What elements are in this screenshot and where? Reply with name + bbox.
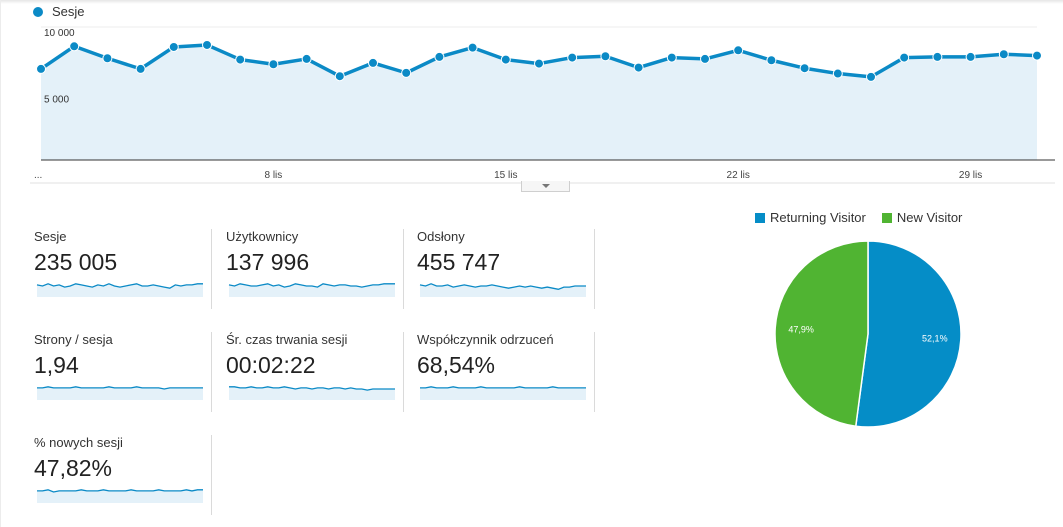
metric-label: Sesje xyxy=(34,229,67,244)
metric-sparkline xyxy=(36,283,203,297)
pie-legend-label: Returning Visitor xyxy=(770,210,866,225)
data-point[interactable] xyxy=(666,52,677,63)
data-point[interactable] xyxy=(766,55,777,66)
x-tick-label: ... xyxy=(34,170,42,181)
metric-value: 1,94 xyxy=(34,352,79,378)
metric-card-pageviews[interactable]: Odsłony 455 747 xyxy=(417,229,595,309)
metric-sparkline xyxy=(228,283,395,297)
data-point[interactable] xyxy=(965,51,976,62)
metric-value: 235 005 xyxy=(34,249,118,275)
metric-sparkline xyxy=(229,386,395,400)
metric-sparkline xyxy=(37,489,203,503)
metric-label: % nowych sesji xyxy=(34,435,123,450)
sparkline-line xyxy=(36,283,203,289)
pie-slice-label: 52,1% xyxy=(922,333,948,343)
y-tick-label: 5 000 xyxy=(44,95,69,106)
pie-legend-new[interactable]: New Visitor xyxy=(881,210,963,225)
pie-slice-new[interactable] xyxy=(774,240,869,428)
data-point[interactable] xyxy=(434,51,445,62)
data-point[interactable] xyxy=(832,68,843,79)
data-point[interactable] xyxy=(368,57,378,68)
metric-value: 47,82% xyxy=(34,455,113,481)
data-point[interactable] xyxy=(866,71,876,82)
y-tick-label: 10 000 xyxy=(44,28,75,39)
data-point[interactable] xyxy=(301,53,312,64)
sparkline-area xyxy=(420,283,586,297)
sparkline-line xyxy=(420,386,586,389)
sparkline-area xyxy=(37,489,203,503)
metric-sparkline xyxy=(419,283,586,297)
data-point[interactable] xyxy=(1032,50,1042,61)
pie-slice-label: 47,9% xyxy=(788,325,814,335)
data-point[interactable] xyxy=(69,41,80,52)
data-point[interactable] xyxy=(500,54,511,65)
x-tick-label: 29 lis xyxy=(959,170,982,181)
line-chart-legend[interactable]: Sesje xyxy=(33,4,85,19)
data-point[interactable] xyxy=(135,63,146,74)
top-shadow xyxy=(0,0,1063,4)
data-point[interactable] xyxy=(102,53,113,64)
data-point[interactable] xyxy=(899,52,910,63)
data-point[interactable] xyxy=(268,59,279,70)
pie-legend: Returning Visitor New Visitor xyxy=(755,210,962,225)
metric-card-avg-session-duration[interactable]: Śr. czas trwania sesji 00:02:22 xyxy=(226,332,404,412)
metric-label: Współczynnik odrzuceń xyxy=(417,332,554,347)
series-legend-label: Sesje xyxy=(52,4,85,19)
metric-card-new-sessions[interactable]: % nowych sesji 47,82% xyxy=(34,435,212,515)
data-point[interactable] xyxy=(700,53,710,64)
pie-legend-returning[interactable]: Returning Visitor xyxy=(755,210,866,225)
data-point[interactable] xyxy=(733,45,744,56)
metric-value: 68,54% xyxy=(417,352,496,378)
sparkline-area xyxy=(420,386,586,400)
sparkline-area xyxy=(229,386,395,400)
metric-sparkline xyxy=(420,386,586,400)
metric-card-users[interactable]: Użytkownicy 137 996 xyxy=(226,229,404,309)
data-point[interactable] xyxy=(467,42,478,53)
metric-card-bounce-rate[interactable]: Współczynnik odrzuceń 68,54% xyxy=(417,332,595,412)
metric-sparkline xyxy=(37,386,203,400)
metric-label: Użytkownicy xyxy=(226,229,299,244)
data-point[interactable] xyxy=(168,41,179,52)
series-area xyxy=(41,44,1037,160)
data-point[interactable] xyxy=(600,51,611,62)
x-tick-label: 22 lis xyxy=(727,170,750,181)
returning-color-swatch xyxy=(755,212,765,223)
pie-slice-returning[interactable] xyxy=(854,240,962,428)
sparkline-line xyxy=(228,283,395,288)
sessions-line-chart[interactable]: 10 000 5 000... 8 lis 15 lis 22 lis 29 lis xyxy=(0,0,1063,185)
sparkline-line xyxy=(37,386,203,390)
data-point[interactable] xyxy=(932,51,943,62)
data-point[interactable] xyxy=(534,58,544,69)
visitor-type-pie-chart[interactable]: 52,1% 47,9% xyxy=(770,238,966,434)
data-point[interactable] xyxy=(334,71,345,82)
metric-label: Śr. czas trwania sesji xyxy=(226,332,348,347)
sparkline-area xyxy=(37,386,203,400)
metric-card-sessions[interactable]: Sesje 235 005 xyxy=(34,229,212,309)
data-point[interactable] xyxy=(401,67,412,78)
data-point[interactable] xyxy=(235,54,246,65)
x-tick-label: 15 lis xyxy=(494,170,517,181)
left-border xyxy=(0,0,1,527)
data-point[interactable] xyxy=(36,63,46,74)
new-color-swatch xyxy=(881,212,892,223)
sparkline-line xyxy=(37,489,203,493)
series-legend-dot xyxy=(33,6,43,17)
sparkline-area xyxy=(229,283,395,297)
metric-label: Odsłony xyxy=(417,229,465,244)
metric-value: 137 996 xyxy=(226,249,310,275)
data-point[interactable] xyxy=(202,39,212,50)
data-point[interactable] xyxy=(998,49,1009,60)
pie-legend-label: New Visitor xyxy=(896,210,963,225)
sparkline-line xyxy=(229,386,395,391)
metric-label: Strony / sesja xyxy=(34,332,113,347)
chart-expand-toggle[interactable] xyxy=(521,181,570,192)
sparkline-line xyxy=(419,283,586,290)
data-point[interactable] xyxy=(799,63,810,74)
metric-value: 00:02:22 xyxy=(226,352,316,378)
metric-card-pages-per-session[interactable]: Strony / sesja 1,94 xyxy=(34,332,212,412)
x-tick-label: 8 lis xyxy=(265,170,283,181)
metric-value: 455 747 xyxy=(417,249,501,275)
data-point[interactable] xyxy=(567,52,578,63)
data-point[interactable] xyxy=(633,62,644,73)
